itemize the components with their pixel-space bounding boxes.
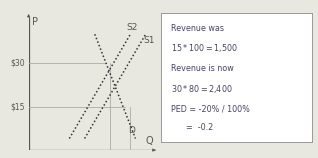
Text: D: D — [128, 126, 135, 135]
Text: $30 * 80= $2,400: $30 * 80= $2,400 — [171, 83, 233, 95]
Text: =  -0.2: = -0.2 — [171, 123, 213, 132]
Text: Revenue was: Revenue was — [171, 24, 224, 33]
Text: PED = -20% / 100%: PED = -20% / 100% — [171, 105, 250, 114]
Text: Revenue is now: Revenue is now — [171, 64, 234, 73]
Text: S1: S1 — [144, 36, 155, 45]
Text: $15: $15 — [10, 102, 24, 111]
Text: P: P — [32, 17, 38, 27]
Text: $15 * 100= $1,500: $15 * 100= $1,500 — [171, 43, 238, 55]
Text: S2: S2 — [126, 23, 138, 32]
Text: $30: $30 — [10, 59, 24, 68]
Text: Q: Q — [145, 136, 153, 146]
